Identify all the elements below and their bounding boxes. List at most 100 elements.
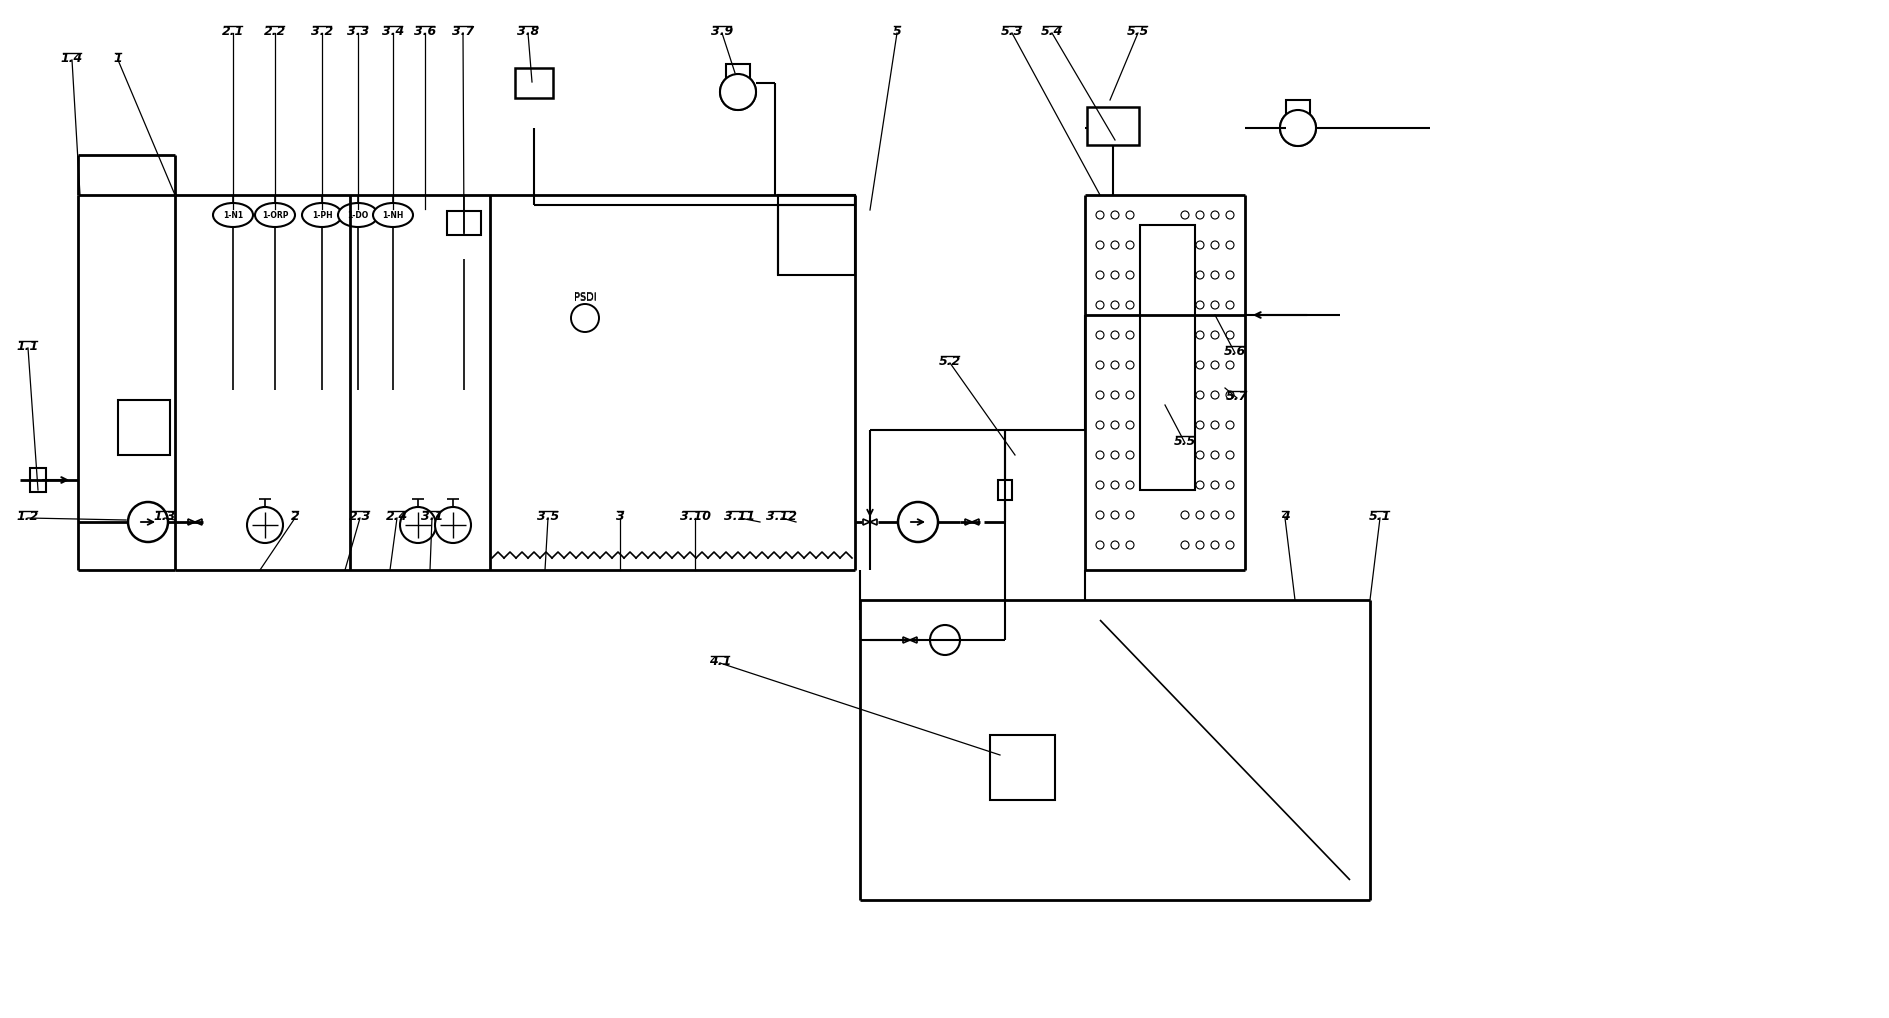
Circle shape [1226, 391, 1234, 399]
Circle shape [1096, 391, 1103, 399]
Polygon shape [187, 519, 195, 525]
Circle shape [1181, 480, 1188, 489]
Circle shape [1111, 451, 1118, 459]
Polygon shape [965, 519, 971, 525]
Text: 2: 2 [291, 510, 298, 523]
Circle shape [1126, 541, 1133, 549]
Circle shape [1126, 211, 1133, 219]
Ellipse shape [372, 203, 414, 227]
Ellipse shape [255, 203, 295, 227]
Text: 1-DO: 1-DO [348, 211, 368, 220]
Text: 3.8: 3.8 [516, 25, 538, 38]
Circle shape [1096, 421, 1103, 429]
Circle shape [1111, 361, 1118, 369]
Text: 1-PH: 1-PH [312, 211, 332, 220]
Circle shape [1226, 451, 1234, 459]
Circle shape [1126, 301, 1133, 309]
Circle shape [400, 507, 436, 543]
Circle shape [1279, 110, 1315, 146]
Polygon shape [903, 637, 909, 643]
Polygon shape [863, 519, 869, 525]
Circle shape [1196, 421, 1203, 429]
Circle shape [1126, 241, 1133, 249]
Circle shape [1111, 511, 1118, 519]
Circle shape [1226, 361, 1234, 369]
Text: 3.7: 3.7 [451, 25, 474, 38]
Text: PSDI: PSDI [574, 293, 597, 303]
Circle shape [1181, 331, 1188, 339]
Polygon shape [971, 519, 979, 525]
Circle shape [1211, 331, 1218, 339]
Circle shape [1211, 480, 1218, 489]
Circle shape [1226, 331, 1234, 339]
Circle shape [1096, 480, 1103, 489]
Bar [1086, 107, 1139, 145]
Text: 3.3: 3.3 [348, 25, 368, 38]
Circle shape [1181, 301, 1188, 309]
Circle shape [1196, 480, 1203, 489]
Ellipse shape [302, 203, 342, 227]
Text: PSDI: PSDI [574, 292, 597, 302]
Text: 1-NH: 1-NH [382, 211, 404, 220]
Polygon shape [195, 519, 202, 525]
Circle shape [1181, 211, 1188, 219]
Text: 1-N1: 1-N1 [223, 211, 244, 220]
Polygon shape [869, 519, 876, 525]
Text: 3.9: 3.9 [710, 25, 733, 38]
Circle shape [1279, 110, 1315, 146]
Circle shape [1126, 511, 1133, 519]
Circle shape [1111, 331, 1118, 339]
Circle shape [1226, 241, 1234, 249]
Circle shape [1211, 541, 1218, 549]
Circle shape [1181, 241, 1188, 249]
Circle shape [1096, 331, 1103, 339]
Circle shape [1211, 301, 1218, 309]
Bar [448, 211, 480, 235]
Circle shape [1181, 361, 1188, 369]
Text: 5: 5 [892, 25, 901, 38]
Circle shape [1181, 271, 1188, 279]
Circle shape [1111, 271, 1118, 279]
Text: 2.2: 2.2 [264, 25, 285, 38]
Circle shape [1181, 421, 1188, 429]
Circle shape [1226, 421, 1234, 429]
Polygon shape [909, 637, 916, 643]
Circle shape [1126, 271, 1133, 279]
Circle shape [1226, 480, 1234, 489]
Circle shape [1211, 391, 1218, 399]
Circle shape [1196, 271, 1203, 279]
Text: 4: 4 [1281, 510, 1288, 523]
Circle shape [1111, 241, 1118, 249]
Circle shape [1211, 241, 1218, 249]
Circle shape [1211, 271, 1218, 279]
Circle shape [1126, 331, 1133, 339]
Circle shape [929, 625, 960, 655]
Circle shape [1096, 271, 1103, 279]
Ellipse shape [338, 203, 378, 227]
Text: 5.6: 5.6 [1224, 345, 1245, 358]
Circle shape [1211, 511, 1218, 519]
Circle shape [1226, 541, 1234, 549]
Circle shape [1196, 511, 1203, 519]
Circle shape [1181, 511, 1188, 519]
Bar [990, 735, 1054, 800]
Circle shape [247, 507, 283, 543]
Text: 3.10: 3.10 [680, 510, 710, 523]
Circle shape [1096, 301, 1103, 309]
Text: 5.5: 5.5 [1126, 25, 1149, 38]
Circle shape [1196, 241, 1203, 249]
Bar [778, 195, 854, 275]
Text: 1.2: 1.2 [17, 510, 40, 523]
Bar [1285, 100, 1309, 118]
Text: 3.2: 3.2 [310, 25, 332, 38]
Text: 1-ORP: 1-ORP [261, 211, 289, 220]
Circle shape [1096, 541, 1103, 549]
Text: 4.1: 4.1 [708, 655, 731, 668]
Text: 3.5: 3.5 [536, 510, 559, 523]
Circle shape [1126, 421, 1133, 429]
Circle shape [720, 74, 756, 110]
Text: 1: 1 [113, 52, 123, 65]
Circle shape [1196, 451, 1203, 459]
Circle shape [1111, 301, 1118, 309]
Bar [30, 468, 45, 492]
